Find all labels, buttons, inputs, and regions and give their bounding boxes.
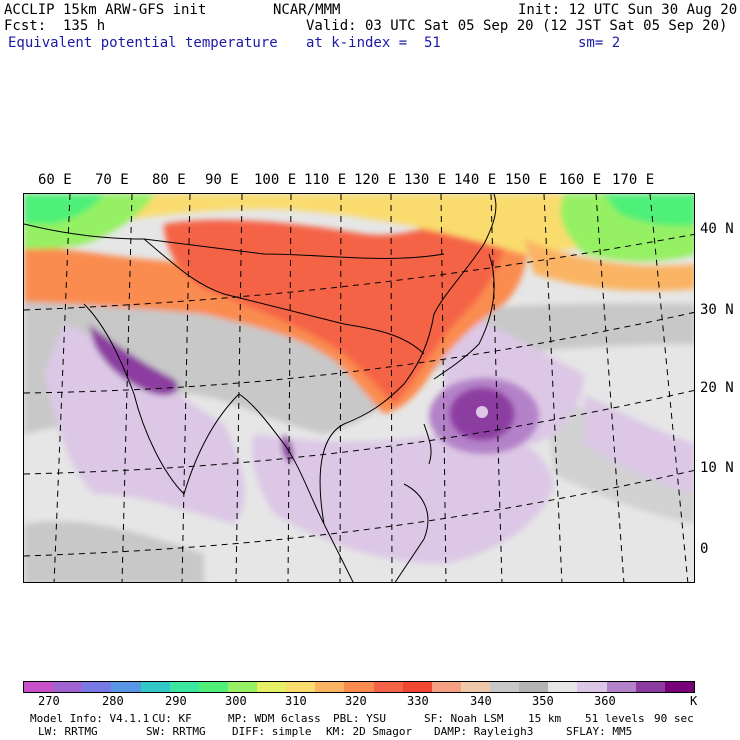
typhoon-vortex — [429, 378, 539, 454]
color-cell — [315, 682, 345, 692]
lon-label: 80 E — [152, 172, 186, 188]
model-info-item: LW: RRTMG — [38, 725, 98, 738]
field-shading — [24, 194, 694, 582]
color-cell — [519, 682, 549, 692]
model-info-item: 15 km — [528, 712, 562, 725]
field-name: Equivalent potential temperature — [8, 35, 278, 51]
model-info-item: 90 sec — [654, 712, 694, 725]
color-scale-label: 300 — [225, 694, 247, 708]
smoothing: sm= 2 — [578, 35, 621, 51]
lon-label: 70 E — [95, 172, 129, 188]
color-cell — [140, 682, 170, 692]
lon-label: 60 E — [38, 172, 72, 188]
color-scale-label: 310 — [285, 694, 307, 708]
model-info-item: SW: RRTMG — [146, 725, 206, 738]
lon-label: 130 E — [404, 172, 447, 188]
model-info-item: KM: 2D Smagor — [326, 725, 413, 738]
color-cell — [257, 682, 287, 692]
lat-label: 10 N — [700, 460, 734, 476]
color-scale-label: 290 — [165, 694, 187, 708]
lat-label: 40 N — [700, 221, 734, 237]
forecast-hour: Fcst: 135 h — [4, 18, 106, 34]
model-info-item: MP: WDM 6class — [228, 712, 321, 725]
lon-label: 100 E — [254, 172, 297, 188]
model-title: ACCLIP 15km ARW-GFS init — [4, 2, 207, 18]
color-cell — [548, 682, 578, 692]
model-info-item: CU: KF — [152, 712, 192, 725]
model-info-item: DAMP: Rayleigh3 — [434, 725, 534, 738]
color-cell — [111, 682, 141, 692]
color-cell — [431, 682, 461, 692]
color-scale-label: 350 — [532, 694, 554, 708]
lon-label: 170 E — [612, 172, 655, 188]
color-cell — [344, 682, 374, 692]
color-cell — [402, 682, 432, 692]
color-cell — [664, 682, 694, 692]
color-cell — [635, 682, 665, 692]
lon-label: 160 E — [559, 172, 602, 188]
model-info-item: DIFF: simple — [232, 725, 312, 738]
map-panel — [23, 193, 695, 583]
model-info-item: SFLAY: MM5 — [566, 725, 633, 738]
color-cell — [460, 682, 490, 692]
model-info-item: Model Info: V4.1.1 — [30, 712, 150, 725]
color-cell — [169, 682, 199, 692]
color-cell — [227, 682, 257, 692]
color-cell — [53, 682, 83, 692]
color-cell — [606, 682, 636, 692]
color-cell — [82, 682, 112, 692]
color-cell — [198, 682, 228, 692]
graticule — [24, 194, 694, 582]
color-scale-unit: K — [690, 694, 698, 708]
model-info-item: SF: Noah LSM — [424, 712, 504, 725]
lon-label: 110 E — [304, 172, 347, 188]
lat-label: 20 N — [700, 380, 734, 396]
color-scale-label: 270 — [38, 694, 60, 708]
color-cell — [24, 682, 54, 692]
lon-label: 150 E — [505, 172, 548, 188]
init-time: Init: 12 UTC Sun 30 Aug 20 — [518, 2, 738, 18]
center-name: NCAR/MMM — [273, 2, 341, 18]
color-scale-label: 280 — [102, 694, 124, 708]
color-cell — [577, 682, 607, 692]
color-scale-label: 340 — [470, 694, 492, 708]
color-scale-bar — [23, 681, 695, 693]
color-cell — [373, 682, 403, 692]
color-scale-label: 320 — [345, 694, 367, 708]
color-cell — [286, 682, 316, 692]
lon-label: 120 E — [354, 172, 397, 188]
model-info-item: PBL: YSU — [333, 712, 386, 725]
lon-label: 140 E — [454, 172, 497, 188]
color-scale-label: 360 — [594, 694, 616, 708]
model-info-item: 51 levels — [585, 712, 645, 725]
lat-label: 0 — [700, 541, 709, 557]
theta-e-map — [24, 194, 694, 582]
color-scale-label: 330 — [407, 694, 429, 708]
level-index: at k-index = 51 — [306, 35, 441, 51]
coastlines — [24, 194, 497, 582]
lon-label: 90 E — [205, 172, 239, 188]
color-cell — [490, 682, 520, 692]
lat-label: 30 N — [700, 302, 734, 318]
valid-time: Valid: 03 UTC Sat 05 Sep 20 (12 JST Sat … — [306, 18, 728, 34]
